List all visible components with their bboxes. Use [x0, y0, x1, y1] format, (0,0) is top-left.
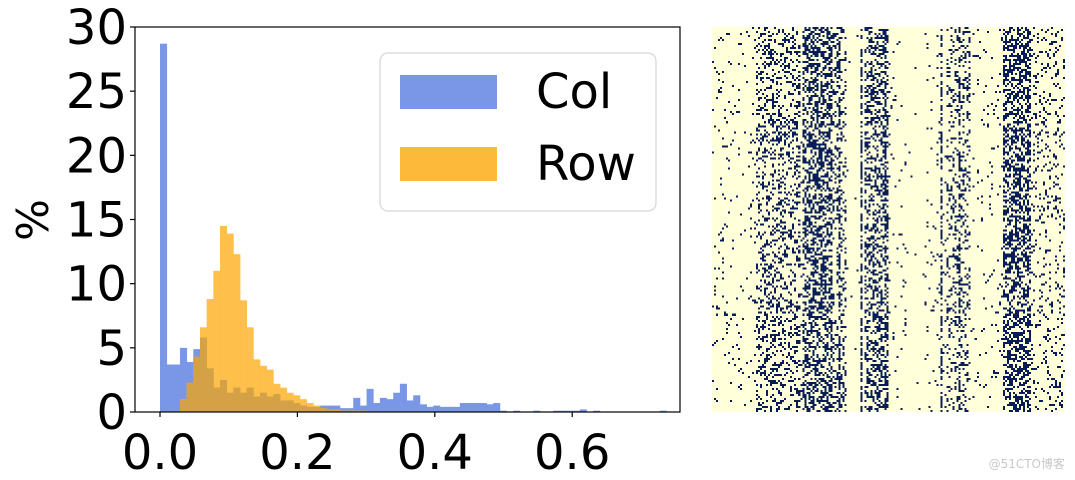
- histogram-overlap: [186, 382, 194, 412]
- histogram-overlap: [306, 406, 314, 412]
- histogram-bar-col: [393, 392, 401, 412]
- histogram-overlap: [286, 400, 294, 412]
- histogram-overlap: [293, 403, 301, 412]
- histogram-overlap: [179, 399, 188, 412]
- histogram-chart: 0 5 10 15 20 25 30 0.0 0.2 0.4 0.6% Col Row: [8, 0, 681, 480]
- histogram-bar-row: [213, 270, 221, 412]
- histogram-bar-row: [239, 300, 248, 412]
- histogram-bar-col: [553, 410, 561, 412]
- histogram-bar-col: [419, 404, 427, 412]
- histogram-overlap: [226, 392, 234, 412]
- histogram-overlap: [213, 387, 221, 412]
- histogram-bar-col: [593, 410, 601, 412]
- histogram-overlap: [319, 408, 327, 412]
- histogram-bar-col: [353, 397, 361, 412]
- y-tick-label: 0: [96, 385, 127, 441]
- histogram-overlap: [279, 400, 288, 412]
- histogram-bar-col: [359, 405, 367, 412]
- histogram-bar-row: [226, 233, 234, 412]
- histogram-bar-row: [279, 387, 288, 412]
- histogram-bar-col: [413, 395, 421, 412]
- histogram-bar-col: [479, 403, 487, 412]
- histogram-overlap: [346, 410, 354, 412]
- histogram-overlap: [353, 410, 361, 412]
- histogram-overlap: [339, 410, 347, 412]
- y-axis-label: %: [8, 199, 59, 241]
- x-tick-label: 0.2: [259, 425, 335, 480]
- histogram-overlap: [313, 406, 321, 412]
- legend-swatch-row: [400, 147, 497, 181]
- histogram-overlap: [239, 392, 248, 412]
- x-tick-label: 0.6: [534, 425, 610, 480]
- histogram-overlap: [273, 394, 281, 412]
- histogram-overlap: [199, 337, 208, 412]
- sparsity-heatmap: [712, 27, 1065, 412]
- histogram-bar-col: [579, 409, 587, 412]
- histogram-bar-col: [333, 405, 341, 412]
- histogram-overlap: [259, 392, 268, 412]
- histogram-bar-col: [173, 364, 181, 412]
- x-tick-label: 0.4: [397, 425, 473, 480]
- histogram-bar-row: [299, 399, 308, 412]
- histogram-bar-col: [399, 383, 407, 412]
- legend-label-col: Col: [536, 64, 612, 120]
- y-tick-label: 25: [66, 64, 127, 120]
- histogram-overlap: [299, 405, 308, 412]
- histogram-bar-col: [459, 403, 467, 412]
- histogram-bar-row: [266, 369, 274, 412]
- y-tick-label: 30: [66, 0, 127, 56]
- histogram-overlap: [333, 409, 341, 412]
- y-tick-label: 20: [66, 128, 127, 184]
- histogram-bar-row: [259, 365, 268, 412]
- histogram-overlap: [359, 410, 367, 412]
- histogram-bar-col: [453, 406, 461, 412]
- histogram-overlap: [206, 368, 214, 412]
- histogram-bar-col: [473, 403, 481, 412]
- histogram-bar-col: [493, 403, 501, 412]
- histogram-bar-col: [166, 364, 174, 412]
- y-tick-label: 15: [66, 193, 127, 249]
- histogram-bar-col: [406, 400, 414, 412]
- histogram-bar-row: [206, 299, 214, 412]
- histogram-bar-col: [486, 404, 494, 412]
- histogram-bar-row: [233, 254, 241, 412]
- histogram-bar-row: [246, 327, 254, 412]
- histogram-bar-col: [326, 405, 334, 412]
- histogram-bar-col: [366, 388, 374, 412]
- histogram-bar-col: [433, 405, 441, 412]
- histogram-bar-col: [533, 410, 541, 412]
- histogram-bar-col: [559, 410, 567, 412]
- x-tick-label: 0.0: [122, 425, 198, 480]
- histogram-bar-col: [566, 410, 574, 412]
- histogram-overlap: [266, 396, 274, 412]
- histogram-bar-col: [346, 408, 354, 412]
- histogram-overlap: [219, 379, 228, 412]
- histogram-bar-col: [179, 347, 188, 412]
- histogram-overlap: [193, 356, 201, 412]
- legend-swatch-col: [400, 75, 497, 109]
- histogram-bar-col: [499, 410, 507, 412]
- histogram-bar-col: [466, 403, 474, 412]
- histogram-overlap: [253, 396, 261, 412]
- y-tick-label: 5: [96, 321, 127, 377]
- histogram-overlap: [246, 387, 254, 412]
- histogram-bar-col: [160, 43, 168, 412]
- histogram-bar-col: [439, 406, 447, 412]
- watermark: @51CTO博客: [988, 457, 1065, 471]
- histogram-bar-col: [573, 410, 581, 412]
- histogram-bar-col: [373, 403, 381, 412]
- histogram-bar-col: [659, 410, 667, 412]
- histogram-overlap: [233, 387, 241, 412]
- histogram-bar-col: [386, 399, 394, 412]
- histogram-overlap: [326, 409, 334, 412]
- histogram-bar-row: [253, 359, 261, 412]
- histogram-bar-row: [219, 225, 228, 412]
- histogram-bar-col: [446, 406, 454, 412]
- y-tick-label: 10: [66, 257, 127, 313]
- histogram-bar-col: [513, 410, 521, 412]
- histogram-bar-col: [379, 397, 387, 412]
- histogram-bar-col: [426, 406, 434, 412]
- histogram-bar-col: [339, 408, 347, 412]
- legend-label-row: Row: [536, 136, 636, 192]
